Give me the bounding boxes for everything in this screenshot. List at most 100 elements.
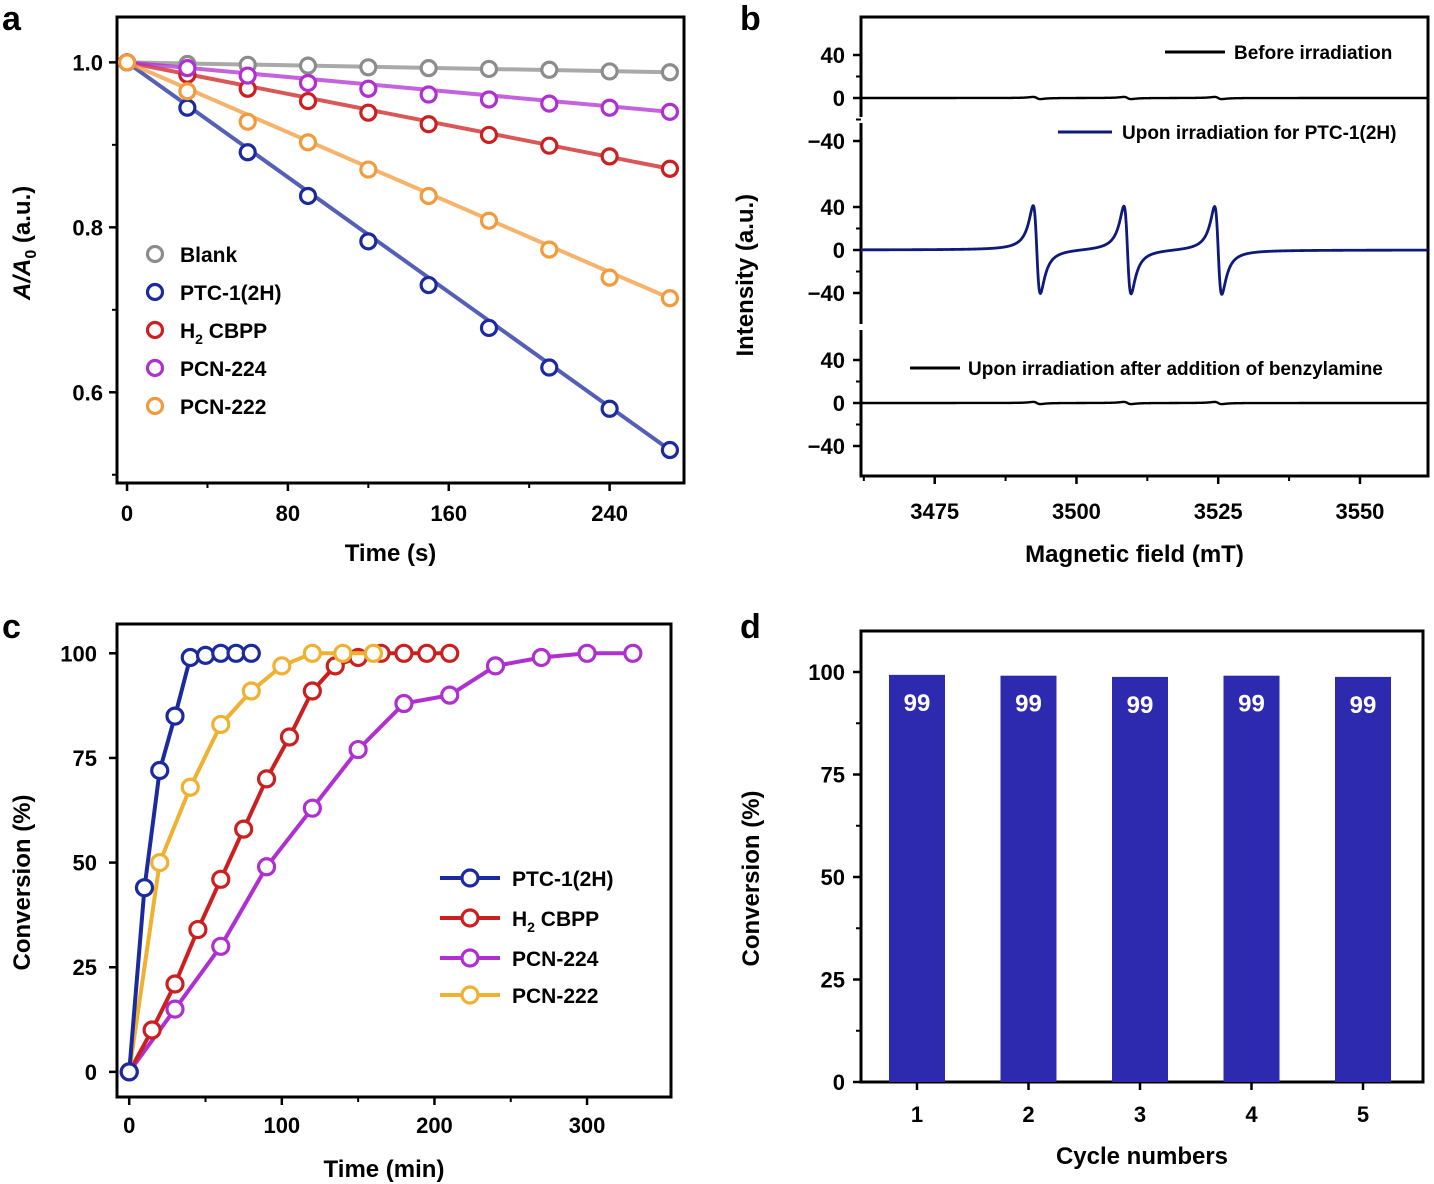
data-point	[419, 275, 438, 295]
data-point	[119, 1062, 139, 1082]
data-point	[577, 643, 597, 663]
data-point	[419, 115, 438, 134]
legend-label: Upon irradiation after addition of benzy…	[968, 359, 1383, 380]
esr-trace-1	[861, 95, 1428, 101]
data-point	[180, 647, 200, 668]
bar-data-label: 99	[1015, 691, 1042, 718]
data-point	[279, 727, 300, 747]
bar-cycle-3	[1112, 676, 1168, 1082]
data-point	[479, 211, 499, 230]
x-tick-label: 3525	[1194, 499, 1243, 524]
series-line-PTC-1(2H)	[127, 651, 252, 1073]
series-line-PCN-224	[126, 60, 671, 114]
legend-label: PCN-222	[512, 985, 598, 1008]
data-point	[234, 819, 254, 839]
legend-marker	[460, 985, 480, 1005]
data-point	[440, 685, 460, 705]
data-point	[150, 760, 170, 781]
y-tick-label: 40	[821, 195, 845, 220]
panel-b-frame	[859, 15, 1430, 478]
panel-b-label: b	[740, 0, 761, 38]
legend-label: Blank	[180, 244, 238, 267]
x-tick-label: 3	[1134, 1102, 1146, 1127]
series-line-H2 CBPP	[126, 60, 671, 171]
y-tick-label: 1.0	[72, 50, 103, 75]
data-point	[298, 73, 318, 93]
bar-data-label: 99	[1350, 692, 1377, 719]
series-line-Blank	[127, 60, 670, 75]
legend-label: PTC-1(2H)	[512, 868, 614, 891]
bar-data-label: 99	[1238, 691, 1265, 718]
data-point	[660, 289, 680, 308]
panel-c-frame	[115, 622, 673, 1099]
data-point	[302, 643, 322, 663]
data-point	[394, 693, 414, 714]
data-point	[211, 643, 231, 663]
y-tick-label: 25	[73, 955, 97, 980]
bar-cycle-4	[1223, 675, 1280, 1082]
series-line-PCN-224	[127, 651, 633, 1074]
data-point	[540, 358, 559, 377]
data-point	[417, 643, 437, 663]
data-point	[178, 98, 197, 117]
data-point	[256, 857, 277, 877]
data-point	[298, 186, 318, 206]
legend-label: PTC-1(2H)	[180, 282, 282, 305]
x-tick-label: 160	[430, 501, 467, 526]
data-point	[188, 919, 208, 940]
data-point	[180, 777, 200, 797]
legend-marker	[460, 948, 480, 968]
panel-d-chart: 0 25 50 75 100 1 99 2 99 3 99 4 99 5 99 Cycle numbers Co…	[738, 629, 1425, 1170]
data-point	[238, 143, 257, 162]
y-tick-label: 40	[821, 348, 845, 373]
legend-marker	[460, 868, 480, 888]
legend-label: PCN-224	[512, 948, 599, 971]
data-point	[660, 63, 680, 82]
data-point	[272, 656, 292, 676]
data-point	[363, 643, 383, 663]
x-tick-label: 3550	[1335, 499, 1384, 524]
x-tick-label: 2	[1022, 1102, 1034, 1127]
y-tick-label: 75	[73, 746, 97, 771]
data-point	[142, 1020, 162, 1040]
data-point	[600, 98, 619, 117]
y-tick-label: 50	[821, 865, 845, 890]
x-axis-label: Time (min)	[324, 1156, 445, 1183]
data-point	[211, 714, 231, 735]
x-tick-label: 100	[263, 1113, 300, 1138]
data-point	[479, 90, 499, 109]
panel-a-label: a	[2, 0, 22, 38]
y-tick-label: 0.8	[72, 215, 103, 240]
x-axis-label: Magnetic field (mT)	[1025, 541, 1244, 568]
data-point	[195, 645, 216, 665]
data-point	[419, 85, 438, 104]
bar-cycle-2	[1000, 675, 1057, 1082]
legend-marker	[145, 396, 165, 416]
data-point	[600, 399, 619, 418]
legend-marker	[145, 320, 165, 340]
data-point	[479, 125, 499, 145]
data-point	[394, 643, 414, 663]
x-tick-label: 200	[416, 1113, 453, 1138]
data-point	[298, 92, 318, 111]
panel-a-chart: 0 80 160 240 0.6 0.8 1.0 Time (s) A/A0 (a.u.) Bla…	[9, 15, 686, 567]
data-point	[540, 240, 559, 259]
bar-cycle-1	[889, 674, 945, 1082]
data-point	[531, 647, 551, 668]
y-tick-label: 100	[808, 660, 845, 685]
y-tick-label: 0	[833, 1070, 845, 1095]
esr-trace-3	[861, 400, 1428, 406]
data-point	[178, 82, 197, 101]
x-tick-label: 1	[911, 1102, 923, 1127]
data-point	[178, 59, 197, 78]
legend-label: PCN-222	[180, 396, 266, 419]
data-point	[256, 769, 277, 789]
y-axis-label: Intensity (a.u.)	[732, 194, 759, 357]
data-point	[485, 656, 506, 676]
x-tick-label: 300	[569, 1113, 606, 1138]
x-tick-label: 3475	[910, 499, 959, 524]
x-tick-label: 4	[1245, 1102, 1258, 1127]
data-point	[302, 798, 322, 818]
legend-label: Before irradiation	[1234, 43, 1392, 64]
